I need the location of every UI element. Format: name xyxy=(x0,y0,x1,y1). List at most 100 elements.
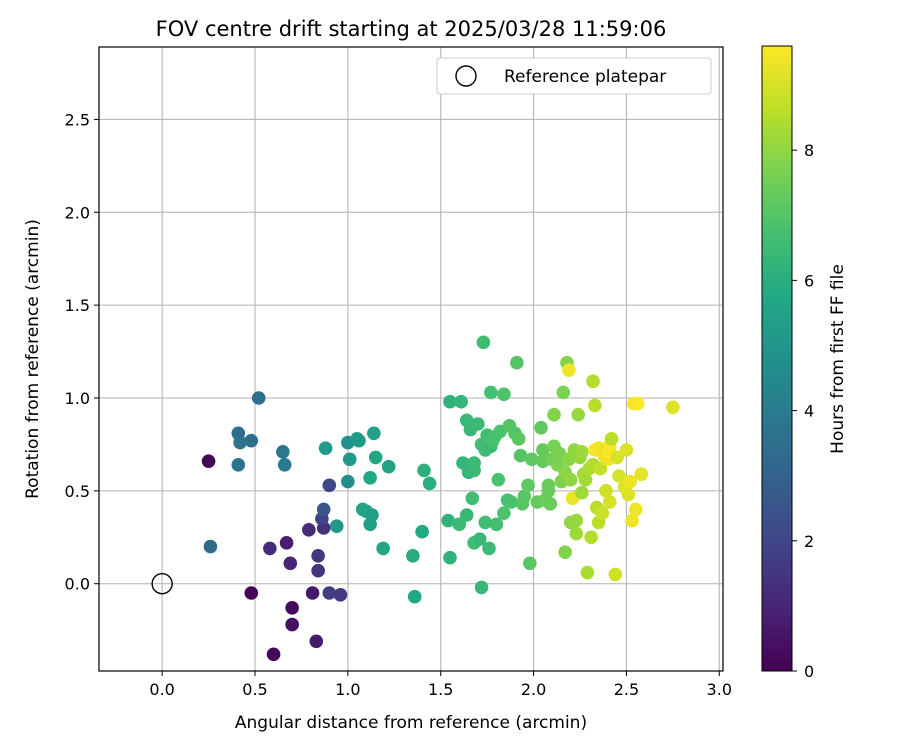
colorbar-label: Hours from first FF file xyxy=(828,264,848,454)
data-point xyxy=(604,432,619,446)
plot-frame xyxy=(98,46,724,672)
data-point xyxy=(266,647,281,662)
data-point xyxy=(497,387,511,402)
data-point xyxy=(558,545,572,559)
data-point xyxy=(352,433,366,448)
data-point xyxy=(584,530,598,545)
data-point xyxy=(504,495,519,509)
x-tick-label: 3.0 xyxy=(707,680,732,699)
data-point xyxy=(612,469,626,483)
data-point xyxy=(543,497,558,511)
data-point xyxy=(482,541,496,556)
colorbar-tick-label: 6 xyxy=(804,271,814,290)
data-point xyxy=(625,513,639,528)
data-point xyxy=(465,491,480,506)
legend: Reference platepar xyxy=(436,57,712,95)
data-point xyxy=(305,586,320,600)
data-point xyxy=(599,484,613,498)
data-point xyxy=(491,472,506,487)
data-point xyxy=(285,617,299,632)
y-axis-ticks: 0.0 0.5 1.0 1.5 2.0 2.5 xyxy=(65,110,99,594)
data-point xyxy=(309,634,324,649)
data-point xyxy=(368,450,383,465)
data-point xyxy=(556,385,571,400)
y-tick-label: 0.5 xyxy=(65,482,90,501)
data-point xyxy=(484,385,498,400)
data-point xyxy=(443,394,457,409)
data-point xyxy=(666,400,680,415)
colorbar-tick-label: 2 xyxy=(804,532,814,551)
data-point xyxy=(454,394,468,409)
data-point xyxy=(569,526,584,541)
data-point xyxy=(443,550,457,565)
legend-box xyxy=(436,57,712,95)
data-point xyxy=(523,556,537,571)
data-point xyxy=(610,450,624,465)
data-point xyxy=(316,502,331,517)
x-tick-label: 1.5 xyxy=(428,680,453,699)
colorbar-tick-label: 0 xyxy=(804,662,814,681)
data-point xyxy=(244,433,259,448)
data-point xyxy=(586,374,600,389)
y-tick-label: 2.0 xyxy=(65,203,90,222)
data-point xyxy=(302,523,316,537)
data-point xyxy=(441,513,455,528)
data-point xyxy=(580,565,595,580)
data-point xyxy=(602,495,617,509)
data-point xyxy=(415,524,429,539)
data-point xyxy=(329,519,344,533)
data-point xyxy=(593,461,608,476)
data-point xyxy=(311,563,325,578)
y-tick-label: 1.5 xyxy=(65,296,90,315)
data-point xyxy=(534,420,548,435)
data-point xyxy=(623,474,637,489)
data-point xyxy=(511,432,526,446)
data-point xyxy=(277,458,292,472)
data-point xyxy=(285,601,299,615)
data-point xyxy=(569,513,584,528)
data-point xyxy=(571,407,585,422)
data-point xyxy=(628,502,643,517)
data-point xyxy=(588,398,602,413)
data-point xyxy=(621,487,636,502)
data-point xyxy=(562,363,576,377)
data-point xyxy=(521,478,535,493)
colorbar-ticks: 0 2 4 6 8 xyxy=(792,141,814,681)
data-point xyxy=(233,435,247,450)
data-point xyxy=(251,391,266,405)
grid xyxy=(99,47,723,671)
data-point xyxy=(595,506,610,520)
colorbar-tick-label: 8 xyxy=(804,141,814,160)
data-point xyxy=(547,407,561,422)
x-tick-label: 1.0 xyxy=(335,680,360,699)
data-point xyxy=(417,463,431,478)
legend-label: Reference platepar xyxy=(504,67,666,87)
y-axis-label: Rotation from reference (arcmin) xyxy=(23,219,43,499)
reference-point xyxy=(151,573,173,595)
data-point xyxy=(478,515,493,530)
data-point xyxy=(203,539,218,554)
data-point xyxy=(476,335,491,350)
data-point xyxy=(630,396,645,411)
data-point xyxy=(619,443,634,457)
data-point xyxy=(467,463,481,478)
colorbar-tick-label: 4 xyxy=(804,402,814,421)
data-point xyxy=(474,580,489,595)
chart-title: FOV centre drift starting at 2025/03/28 … xyxy=(156,17,667,41)
data-point xyxy=(279,536,294,550)
x-tick-label: 0.5 xyxy=(242,680,267,699)
x-tick-label: 0.0 xyxy=(149,680,174,699)
y-tick-label: 1.0 xyxy=(65,389,90,408)
data-point xyxy=(575,445,589,459)
data-point xyxy=(231,458,246,472)
data-point xyxy=(452,517,467,532)
data-point xyxy=(634,467,649,481)
data-point xyxy=(263,541,277,556)
data-point xyxy=(276,445,290,459)
data-point xyxy=(283,556,298,571)
data-point xyxy=(333,588,348,602)
x-axis-label: Angular distance from reference (arcmin) xyxy=(235,713,587,733)
data-point xyxy=(363,471,377,485)
